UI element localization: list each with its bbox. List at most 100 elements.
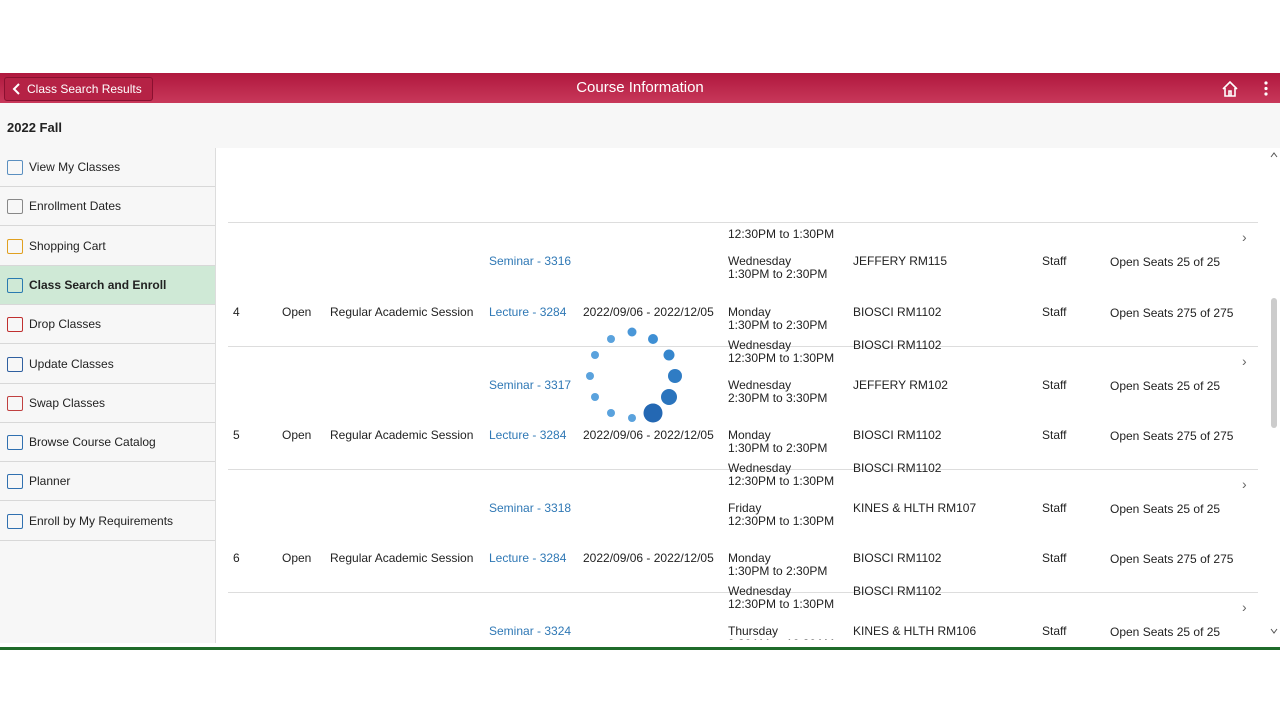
meeting-time: 12:30PM to 1:30PM [728,227,835,241]
term: 2022 Fall [7,120,62,135]
meeting-day: Monday [728,551,771,565]
seats: Open Seats 25 of 25 [1110,625,1221,639]
nav-item[interactable]: Class Search and Enroll [0,265,215,305]
home-icon[interactable] [1221,80,1239,97]
section-link[interactable]: Seminar - 3324 [489,624,572,638]
row-chevron[interactable]: › [1242,229,1247,245]
back-icon [12,83,20,95]
results-table: › 12:30PM to 1:30PM Seminar - 3316 Staff Ope… [216,148,1270,640]
scrollbar[interactable] [1268,148,1280,640]
row-divider [228,346,1258,347]
row-chevron[interactable]: › [1242,353,1247,369]
nav-label[interactable]: Browse Course Catalog [29,435,156,450]
term-bar: 2022 Fall [0,103,1280,148]
nav-item[interactable]: Swap Classes [0,384,215,423]
nav-item[interactable]: Update Classes [0,345,215,384]
nav-label[interactable]: Planner [29,474,71,489]
row-session: Regular Academic Session [330,305,474,319]
section-link[interactable]: Seminar - 3318 [489,501,572,515]
seats: Open Seats 275 of 275 [1110,306,1234,320]
meeting-room: BIOSCI RM1102 [853,338,942,352]
nav-item[interactable]: View My Classes [0,148,215,187]
meeting-room: BIOSCI RM1102 [853,461,942,475]
section-link[interactable]: Seminar - 3317 [489,378,572,392]
footer-line [0,647,1280,650]
nav-icon [7,435,23,451]
meeting-room: BIOSCI RM1102 [853,305,942,319]
row-dates: 2022/09/06 - 2022/12/05 [583,428,714,442]
nav-label[interactable]: Update Classes [29,356,114,371]
loading-spinner [586,327,682,423]
nav-label[interactable]: Enrollment Dates [29,199,122,214]
seats: Open Seats 25 of 25 [1110,379,1221,393]
section-link[interactable]: Lecture - 3284 [489,428,567,442]
row-dates: 2022/09/06 - 2022/12/05 [583,551,714,565]
meeting-time: 1:30PM to 2:30PM [728,267,828,281]
meeting-time: 12:30PM to 1:30PM [728,514,835,528]
meeting-time: 1:30PM to 2:30PM [728,564,828,578]
row-chevron[interactable]: › [1242,476,1247,492]
nav-label[interactable]: View My Classes [29,160,121,174]
nav-icon [7,513,23,529]
meeting-day: Wednesday [728,254,792,268]
row-chevron[interactable]: › [1242,599,1247,615]
seats: Open Seats 275 of 275 [1110,552,1234,566]
header-bar: Course Information Class Search Results [0,73,1280,103]
nav-icon [7,356,23,372]
nav-label[interactable]: Enroll by My Requirements [29,513,174,528]
row-status: Open [282,428,312,442]
row-divider [228,469,1258,470]
row-divider [228,592,1258,593]
nav-item[interactable]: Enroll by My Requirements [0,502,215,541]
section-link[interactable]: Lecture - 3284 [489,551,567,565]
row-dates: 2022/09/06 - 2022/12/05 [583,305,714,319]
nav-item[interactable]: Browse Course Catalog [0,423,215,463]
seats: Open Seats 25 of 25 [1110,255,1221,269]
nav-item[interactable]: Drop Classes [0,305,215,345]
row-divider [228,222,1258,223]
nav-label[interactable]: Class Search and Enroll [29,277,167,292]
meeting-room: BIOSCI RM1102 [853,584,942,598]
nav-item[interactable]: Enrollment Dates [0,187,215,227]
nav-icon [7,395,23,411]
meeting-room: BIOSCI RM1102 [853,551,942,565]
nav-item[interactable]: Planner [0,462,215,502]
nav-icon [7,238,23,254]
section-link[interactable]: Lecture - 3284 [489,305,567,319]
seats: Open Seats 25 of 25 [1110,502,1221,516]
nav-label[interactable]: Shopping Cart [29,238,106,253]
back-label[interactable]: Class Search Results [27,82,142,96]
back-button[interactable]: Class Search Results [4,77,153,101]
meeting-room: BIOSCI RM1102 [853,428,942,442]
instructor: Staff [1042,501,1067,515]
nav-icon [7,160,23,175]
meeting-day: Monday [728,305,771,319]
meeting-time: 12:30PM to 1:30PM [728,474,835,488]
meeting-time: 9:30AM to 10:30AM [728,637,834,640]
sidebar: View My Classes Enrollment Dates Shopping … [0,148,216,643]
meeting-time: 2:30PM to 3:30PM [728,391,828,405]
nav-item[interactable]: Shopping Cart [0,227,215,266]
meeting-day: Wednesday [728,461,792,475]
meeting-day: Friday [728,501,762,515]
nav-icon [7,277,23,293]
instructor: Staff [1042,305,1067,319]
row-session: Regular Academic Session [330,428,474,442]
meeting-day: Wednesday [728,378,792,392]
nav-icon [7,474,23,490]
seats: Open Seats 275 of 275 [1110,429,1234,443]
section-link[interactable]: Seminar - 3316 [489,254,572,268]
nav-label[interactable]: Drop Classes [29,317,102,332]
meeting-day: Wednesday [728,584,792,598]
meeting-day: Wednesday [728,338,792,352]
row-number: 4 [233,305,240,319]
meeting-time: 1:30PM to 2:30PM [728,441,828,455]
meeting-time: 1:30PM to 2:30PM [728,318,828,332]
instructor: Staff [1042,378,1067,392]
menu-icon[interactable] [1263,80,1269,97]
instructor: Staff [1042,428,1067,442]
row-session: Regular Academic Session [330,551,474,565]
meeting-time: 12:30PM to 1:30PM [728,597,835,611]
nav-label[interactable]: Swap Classes [29,395,106,410]
instructor: Staff [1042,624,1067,638]
